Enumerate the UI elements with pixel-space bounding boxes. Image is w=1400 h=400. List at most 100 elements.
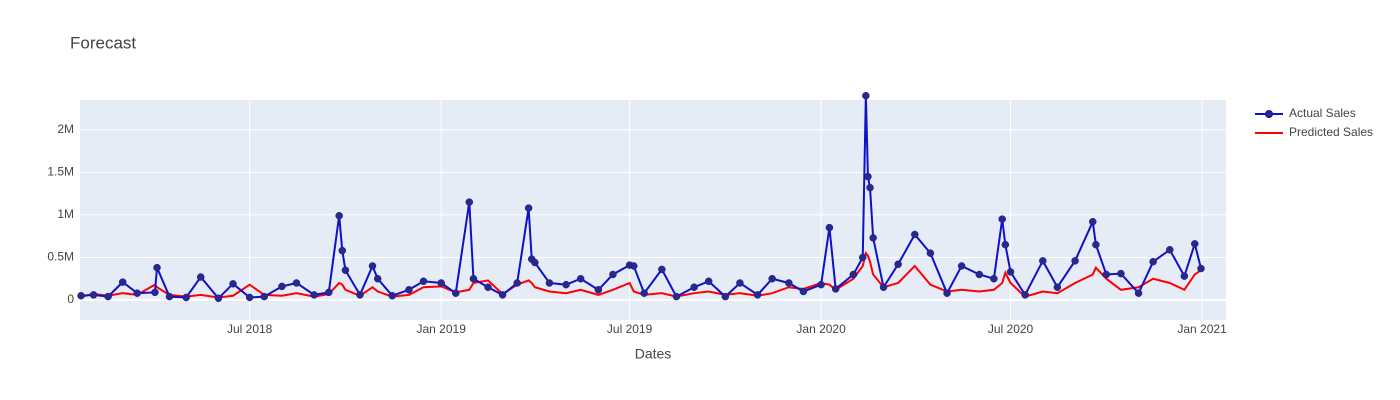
point — [151, 288, 159, 297]
point — [469, 274, 478, 283]
point — [894, 260, 902, 269]
point — [1117, 269, 1125, 278]
point — [465, 198, 474, 206]
legend-label: Predicted Sales — [1289, 125, 1373, 139]
y-tick-label: 1.5M — [47, 165, 74, 179]
chart-title: Forecast — [70, 33, 136, 52]
point — [831, 285, 840, 293]
point — [133, 289, 141, 297]
y-tick-label: 2M — [57, 122, 74, 136]
point — [594, 286, 603, 294]
y-tick-label: 1M — [57, 207, 74, 221]
point — [721, 292, 730, 301]
point — [245, 293, 254, 302]
x-axis-label: Dates — [635, 346, 672, 362]
point — [77, 291, 85, 300]
x-tick-label: Jan 2019 — [416, 322, 466, 336]
point — [869, 234, 877, 242]
point — [214, 294, 223, 303]
point — [1021, 291, 1029, 299]
point — [817, 280, 825, 289]
point — [690, 283, 698, 291]
legend-label: Actual Sales — [1289, 106, 1356, 120]
point — [825, 223, 834, 232]
point — [576, 274, 585, 283]
point — [356, 291, 364, 299]
point — [419, 277, 428, 286]
point — [531, 258, 539, 267]
plot-area — [80, 100, 1226, 320]
point — [118, 278, 127, 286]
point — [388, 291, 397, 300]
point — [911, 230, 919, 239]
grid: 0 0.5M 1M 1.5M 2M Jul 2018 Jan 2019 Jul 2019 Jan… — [47, 100, 1227, 336]
point — [704, 277, 713, 286]
point — [182, 293, 190, 302]
point — [498, 291, 507, 299]
point — [484, 283, 492, 291]
legend-marker — [1265, 110, 1273, 118]
point — [1180, 272, 1189, 280]
point — [975, 270, 984, 279]
point — [165, 292, 174, 301]
point — [609, 270, 617, 279]
point — [1134, 289, 1143, 297]
point — [629, 262, 638, 270]
point — [196, 273, 205, 281]
point — [278, 282, 286, 291]
point — [452, 289, 460, 297]
point — [1089, 217, 1097, 226]
point — [325, 288, 333, 297]
point — [957, 262, 966, 270]
point — [672, 292, 681, 301]
point — [1166, 246, 1174, 254]
point — [368, 262, 377, 270]
x-tick-label: Jul 2018 — [227, 322, 273, 336]
plot — [77, 91, 1205, 303]
point — [1001, 240, 1010, 249]
legend: Actual Sales Predicted Sales — [1255, 106, 1373, 139]
point — [640, 289, 648, 297]
point — [562, 280, 570, 289]
point — [153, 263, 161, 272]
point — [862, 91, 870, 100]
point — [866, 183, 874, 192]
x-tick-label: Jul 2019 — [607, 322, 653, 336]
point — [373, 274, 382, 283]
y-tick-label: 0 — [67, 292, 74, 306]
point — [1071, 257, 1079, 265]
point — [405, 286, 413, 294]
x-tick-label: Jan 2021 — [1177, 322, 1227, 336]
point — [1053, 283, 1062, 291]
point — [768, 274, 776, 283]
point — [89, 291, 98, 299]
point — [1102, 270, 1111, 279]
point — [513, 279, 521, 287]
point — [943, 289, 951, 297]
point — [753, 291, 762, 299]
point — [338, 246, 347, 255]
point — [1149, 257, 1157, 266]
point — [736, 279, 744, 287]
point — [310, 291, 318, 299]
point — [260, 292, 268, 301]
point — [292, 279, 301, 287]
point — [998, 215, 1006, 223]
point — [879, 283, 888, 291]
point — [1197, 264, 1205, 273]
point — [658, 265, 666, 274]
point — [799, 287, 808, 296]
point — [524, 204, 533, 212]
point — [1006, 268, 1015, 276]
point — [990, 274, 998, 283]
y-tick-label: 0.5M — [47, 250, 74, 264]
point — [545, 279, 554, 287]
x-tick-label: Jan 2020 — [796, 322, 846, 336]
point — [104, 292, 112, 301]
point — [335, 211, 343, 220]
point — [864, 172, 872, 181]
point — [1092, 240, 1100, 249]
point — [1191, 240, 1199, 248]
point — [858, 253, 867, 262]
